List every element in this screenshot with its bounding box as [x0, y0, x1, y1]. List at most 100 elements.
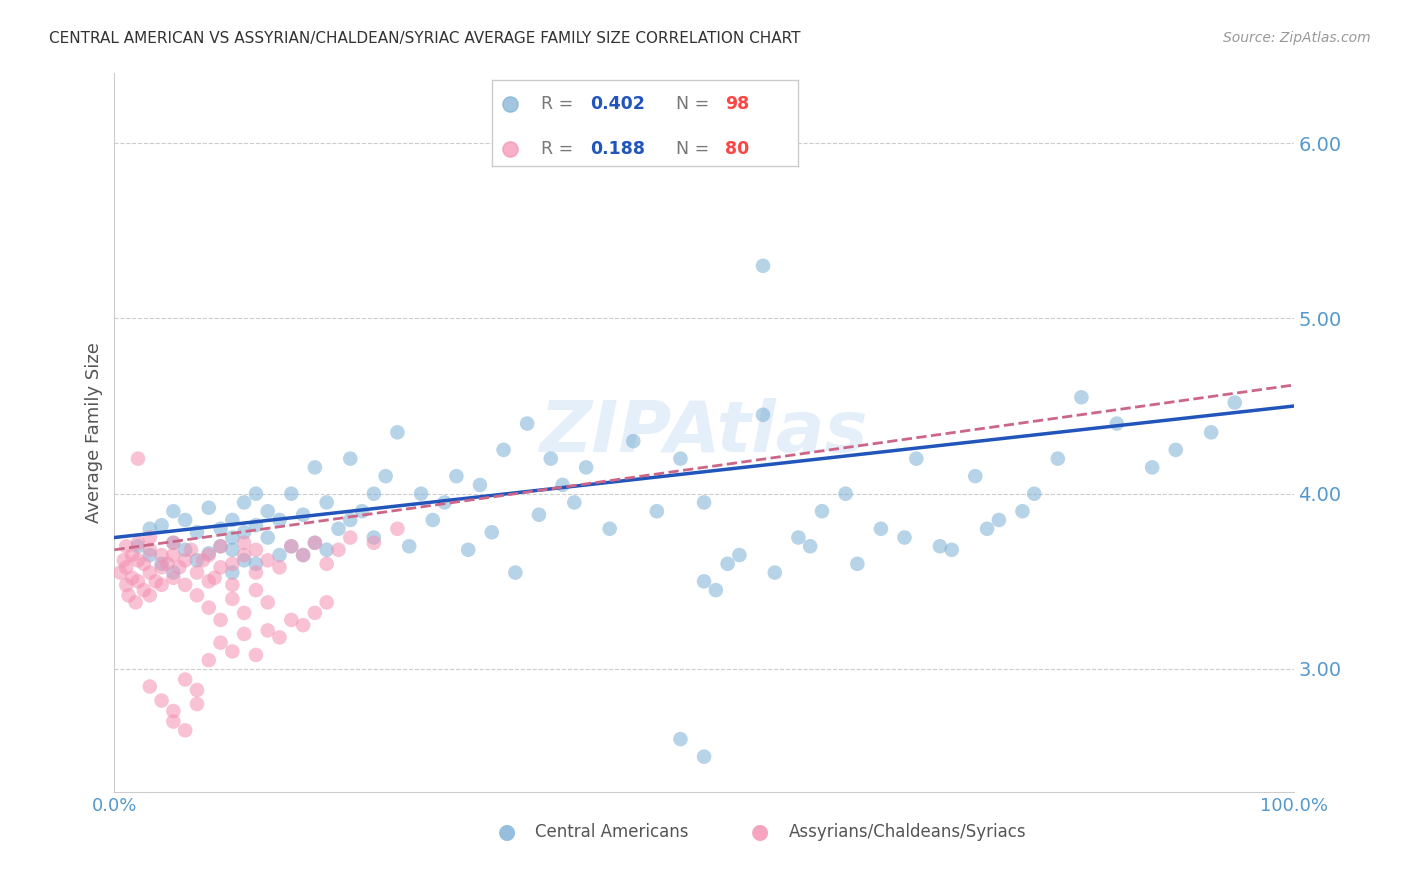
Point [409, 486, 432, 500]
Point [162, 566, 184, 580]
Point [422, 513, 444, 527]
Y-axis label: Average Family Size: Average Family Size [86, 342, 103, 523]
Point [132, 583, 155, 598]
Point [787, 531, 810, 545]
Point [505, 566, 527, 580]
Point [269, 548, 291, 562]
Point [233, 553, 256, 567]
Point [117, 588, 139, 602]
Point [905, 451, 928, 466]
Point [245, 566, 267, 580]
Point [233, 606, 256, 620]
Point [292, 508, 315, 522]
Point [197, 548, 219, 562]
Point [304, 460, 326, 475]
Point [304, 606, 326, 620]
Point [186, 525, 208, 540]
Point [209, 560, 232, 574]
Point [562, 495, 585, 509]
Point [976, 522, 998, 536]
Point [468, 478, 491, 492]
Point [233, 627, 256, 641]
Point [162, 704, 184, 718]
Point [145, 574, 167, 589]
Point [197, 600, 219, 615]
Point [339, 513, 361, 527]
Point [599, 522, 621, 536]
Point [169, 560, 191, 574]
Point [280, 539, 302, 553]
Point [139, 548, 162, 562]
Point [233, 548, 256, 562]
Point [209, 636, 232, 650]
Point [846, 557, 869, 571]
Point [1105, 417, 1128, 431]
Point [180, 542, 202, 557]
Text: CENTRAL AMERICAN VS ASSYRIAN/CHALDEAN/SYRIAC AVERAGE FAMILY SIZE CORRELATION CHA: CENTRAL AMERICAN VS ASSYRIAN/CHALDEAN/SY… [49, 31, 800, 46]
Point [256, 595, 278, 609]
Point [669, 451, 692, 466]
Point [269, 560, 291, 574]
Point [197, 546, 219, 560]
Text: ●: ● [498, 822, 516, 842]
Point [256, 624, 278, 638]
Point [162, 535, 184, 549]
Point [209, 522, 232, 536]
Point [315, 557, 337, 571]
Point [209, 613, 232, 627]
Point [398, 539, 420, 553]
Point [174, 578, 197, 592]
Text: Assyrians/Chaldeans/Syriacs: Assyrians/Chaldeans/Syriacs [789, 822, 1026, 841]
Point [834, 486, 856, 500]
Point [292, 548, 315, 562]
Point [339, 451, 361, 466]
Point [150, 557, 173, 571]
Point [186, 683, 208, 698]
Point [799, 539, 821, 553]
Point [245, 542, 267, 557]
Point [315, 542, 337, 557]
Point [162, 548, 184, 562]
Point [328, 542, 350, 557]
Point [645, 504, 668, 518]
Point [112, 553, 135, 567]
Point [752, 408, 775, 422]
Point [292, 548, 315, 562]
Point [139, 588, 162, 602]
Point [245, 557, 267, 571]
Point [186, 697, 208, 711]
Point [162, 571, 184, 585]
Point [717, 557, 740, 571]
Point [197, 500, 219, 515]
Point [139, 531, 162, 545]
Point [204, 571, 226, 585]
Point [363, 535, 385, 549]
Point [245, 648, 267, 662]
Point [457, 542, 479, 557]
Point [127, 574, 149, 589]
Point [115, 539, 138, 553]
Point [540, 451, 562, 466]
Point [156, 557, 179, 571]
Point [186, 553, 208, 567]
Point [174, 673, 197, 687]
Point [304, 535, 326, 549]
Point [115, 560, 138, 574]
Point [221, 566, 243, 580]
Text: Central Americans: Central Americans [536, 822, 689, 841]
Point [516, 417, 538, 431]
Point [315, 595, 337, 609]
Point [1070, 390, 1092, 404]
Point [269, 631, 291, 645]
Point [174, 513, 197, 527]
Point [186, 588, 208, 602]
Point [1164, 442, 1187, 457]
Point [221, 557, 243, 571]
Point [328, 522, 350, 536]
Point [121, 548, 143, 562]
Point [174, 542, 197, 557]
Point [121, 571, 143, 585]
Point [811, 504, 834, 518]
Point [139, 680, 162, 694]
Point [233, 525, 256, 540]
